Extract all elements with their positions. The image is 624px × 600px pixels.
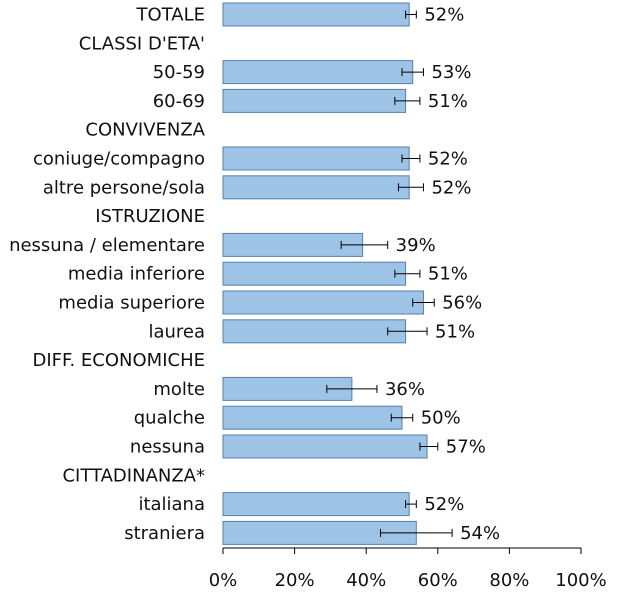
category-label: ISTRUZIONE	[95, 206, 205, 227]
category-label: DIFF. ECONOMICHE	[33, 350, 206, 371]
x-axis: 0% 20% 40% 60% 80% 100%	[209, 547, 607, 591]
category-label: coniuge/compagno	[33, 149, 205, 170]
category-label: 60-69	[153, 91, 205, 112]
data-label: 52%	[431, 177, 471, 198]
bar	[222, 319, 407, 344]
bars-layer	[222, 2, 428, 545]
data-label: 52%	[428, 149, 468, 170]
x-tick-label: 80%	[489, 570, 529, 591]
bar	[222, 261, 407, 286]
bar	[222, 492, 410, 517]
error-bar	[405, 10, 417, 19]
error-bar	[401, 154, 421, 163]
error-bar	[397, 183, 424, 192]
error-bar	[340, 240, 389, 249]
error-bar	[380, 528, 453, 537]
bar	[222, 434, 428, 459]
category-labels-layer: TOTALE CLASSI D'ETA' 50-59 60-69 CONVIVENZA c…	[9, 5, 206, 544]
category-label: laurea	[148, 321, 205, 342]
data-label: 51%	[428, 264, 468, 285]
data-label: 39%	[396, 235, 436, 256]
error-bar	[387, 327, 428, 336]
x-tick-label: 0%	[209, 570, 238, 591]
x-tick-label: 40%	[346, 570, 386, 591]
category-label: CONVIVENZA	[85, 120, 205, 141]
error-bars-layer	[326, 10, 453, 537]
bar	[222, 88, 407, 113]
category-label: straniera	[124, 523, 205, 544]
x-tick-label: 100%	[555, 570, 606, 591]
x-tick-label: 60%	[418, 570, 458, 591]
data-label: 54%	[460, 523, 500, 544]
category-label: italiana	[138, 494, 205, 515]
data-label: 57%	[446, 437, 486, 458]
bar	[222, 60, 414, 85]
bar	[222, 175, 410, 200]
category-label: TOTALE	[136, 5, 205, 26]
data-label: 36%	[385, 379, 425, 400]
error-bar	[390, 413, 414, 422]
category-label: qualche	[134, 408, 205, 429]
error-bar	[394, 96, 421, 105]
data-label: 50%	[421, 408, 461, 429]
data-label: 51%	[428, 91, 468, 112]
category-label: molte	[153, 379, 205, 400]
value-labels-layer: 52% 53% 51% 52% 52% 39% 51% 56% 51% 36% 50% 57% 52% 5…	[385, 5, 500, 544]
category-label: CLASSI D'ETA'	[79, 33, 205, 54]
error-bar	[326, 384, 378, 393]
error-bar	[419, 442, 439, 451]
bar	[222, 290, 424, 315]
category-label: CITTADINANZA*	[62, 465, 205, 486]
data-label: 52%	[424, 5, 464, 26]
category-label: media inferiore	[68, 264, 205, 285]
data-label: 56%	[442, 293, 482, 314]
category-label: nessuna	[130, 437, 205, 458]
error-bar	[401, 68, 424, 77]
bar	[222, 146, 410, 171]
category-label: altre persone/sola	[43, 177, 205, 198]
x-tick-label: 20%	[275, 570, 315, 591]
category-label: nessuna / elementare	[9, 235, 205, 256]
category-label: media superiore	[58, 293, 205, 314]
category-label: 50-59	[153, 62, 205, 83]
bar	[222, 2, 410, 27]
error-bar	[405, 500, 417, 509]
data-label: 51%	[435, 321, 475, 342]
data-label: 52%	[424, 494, 464, 515]
error-bar	[394, 269, 421, 278]
data-label: 53%	[431, 62, 471, 83]
error-bar	[412, 298, 435, 307]
bar	[222, 405, 403, 430]
